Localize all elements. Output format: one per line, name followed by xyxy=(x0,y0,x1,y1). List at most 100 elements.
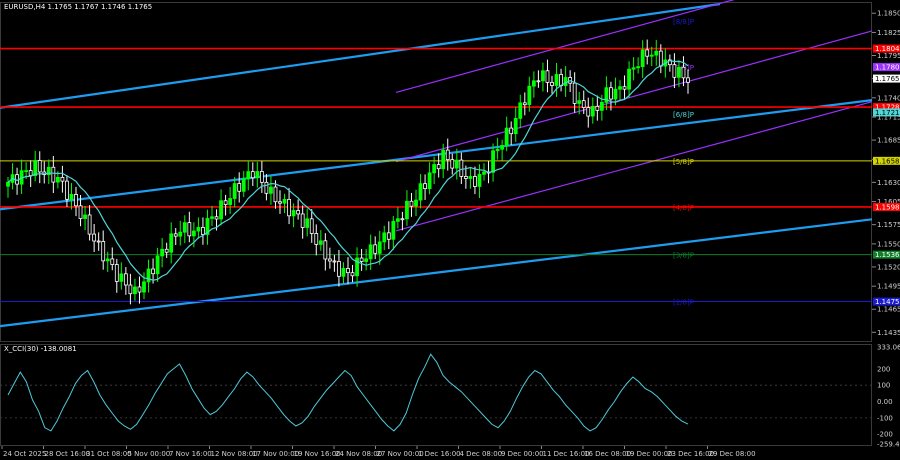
bearish-candle xyxy=(96,240,101,243)
bullish-candle xyxy=(427,172,432,189)
level-price-label: 1.1598 xyxy=(875,203,900,211)
time-tick-label: 17 Nov 00:00 xyxy=(252,450,299,458)
bearish-candle xyxy=(359,257,364,262)
bullish-candle xyxy=(55,176,60,183)
cci-tick-label: -100 xyxy=(877,414,893,422)
bullish-candle xyxy=(246,171,251,180)
time-tick-label: 29 Dec 08:00 xyxy=(709,450,756,458)
bearish-candle xyxy=(237,183,242,192)
price-tick-label: 1.1435 xyxy=(877,329,900,337)
price-tick-label: 1.1850 xyxy=(877,10,900,18)
bullish-candle xyxy=(24,170,29,172)
bullish-candle xyxy=(305,218,310,228)
time-tick-label: 19 Nov 16:00 xyxy=(294,450,341,458)
bullish-candle xyxy=(604,87,609,103)
cci-title: X_CCI(30) -138.0081 xyxy=(4,345,77,353)
time-tick-label: 31 Oct 08:00 xyxy=(86,450,132,458)
bearish-candle xyxy=(436,164,441,170)
bullish-candle xyxy=(468,176,473,179)
bullish-candle xyxy=(377,241,382,254)
bullish-candle xyxy=(531,80,536,87)
bearish-candle xyxy=(609,87,613,100)
time-tick-label: 11 Dec 16:00 xyxy=(543,450,590,458)
level-price-tag xyxy=(873,297,900,306)
bearish-candle xyxy=(622,86,627,90)
bullish-candle xyxy=(282,198,287,204)
price-panel[interactable]: 1.1850 1.1825 1.1795 1.1765 1.1740 1.1715 1.16… xyxy=(0,0,900,342)
bullish-candle xyxy=(649,54,654,57)
cci-panel[interactable]: 333.061 200 100 0.00 -100 -200-259.464 xyxy=(0,344,900,449)
bearish-candle xyxy=(78,205,83,219)
bullish-candle xyxy=(640,49,645,68)
bullish-candle xyxy=(83,214,87,219)
bearish-candle xyxy=(60,176,65,182)
price-tick-label: 1.1715 xyxy=(877,114,900,122)
murrey-level-label: [2/8]P xyxy=(673,299,694,307)
level-price-label: 1.1728 xyxy=(875,104,900,112)
bullish-candle xyxy=(631,67,636,70)
bullish-candle xyxy=(627,68,631,90)
bearish-candle xyxy=(114,264,119,282)
murrey-level-label: [4/8]P xyxy=(673,204,694,212)
bullish-candle xyxy=(169,233,174,253)
bullish-candle xyxy=(6,181,10,187)
bullish-candle xyxy=(178,231,183,237)
bearish-candle xyxy=(87,214,92,235)
price-tick-label: 1.1685 xyxy=(877,137,900,145)
bullish-candle xyxy=(618,86,622,90)
bearish-candle xyxy=(65,180,69,200)
bearish-candle xyxy=(645,49,650,57)
bearish-candle xyxy=(572,82,577,104)
bullish-candle xyxy=(441,149,446,170)
bearish-candle xyxy=(223,200,228,205)
bearish-candle xyxy=(259,171,264,183)
bullish-candle xyxy=(504,127,509,146)
bullish-candle xyxy=(146,268,151,283)
bearish-candle xyxy=(586,107,591,117)
bearish-candle xyxy=(409,200,414,207)
time-tick-label: 23 Dec 16:00 xyxy=(667,450,714,458)
time-tick-label: 19 Dec 00:00 xyxy=(626,450,673,458)
bullish-candle xyxy=(541,70,545,82)
moving-average-line xyxy=(7,59,689,281)
bearish-candle xyxy=(314,233,319,245)
time-tick-label: 27 Nov 00:00 xyxy=(377,450,424,458)
level-price-label: 1.1658 xyxy=(875,157,900,165)
bearish-candle xyxy=(686,77,690,83)
cci-tick-label: 333.061 xyxy=(877,344,900,352)
bullish-candle xyxy=(255,171,260,179)
bearish-candle xyxy=(581,100,586,108)
bullish-candle xyxy=(405,200,409,220)
price-tick-label: 1.1575 xyxy=(877,221,900,229)
bullish-candle xyxy=(269,186,273,194)
bullish-candle xyxy=(654,50,659,56)
chart-title: EURUSD,H4 1.1765 1.1767 1.1746 1.1765 xyxy=(4,3,152,11)
bullish-candle xyxy=(454,159,459,169)
bullish-candle xyxy=(219,200,223,220)
bearish-candle xyxy=(337,261,341,277)
bearish-candle xyxy=(450,159,455,169)
level-price-tag xyxy=(873,156,900,165)
bearish-candle xyxy=(287,198,291,217)
bullish-candle xyxy=(613,88,618,100)
bullish-candle xyxy=(232,183,237,199)
bearish-candle xyxy=(128,284,133,295)
bearish-candle xyxy=(309,218,314,234)
bearish-candle xyxy=(400,218,405,221)
cci-tick-label: 100 xyxy=(877,382,890,390)
bearish-candle xyxy=(386,232,391,240)
bullish-candle xyxy=(210,216,214,219)
bearish-candle xyxy=(74,194,78,207)
bullish-candle xyxy=(196,227,201,232)
bullish-candle xyxy=(513,117,518,135)
bearish-candle xyxy=(323,240,328,260)
level-price-tag xyxy=(873,108,900,117)
time-tick-label: 7 Nov 16:00 xyxy=(169,450,212,458)
bullish-candle xyxy=(119,273,124,282)
bearish-candle xyxy=(658,50,663,67)
time-tick-label: 1 Dec 16:00 xyxy=(418,450,461,458)
cci-line xyxy=(7,353,689,432)
bullish-candle xyxy=(590,105,595,117)
level-price-label: 1.1475 xyxy=(875,298,900,306)
